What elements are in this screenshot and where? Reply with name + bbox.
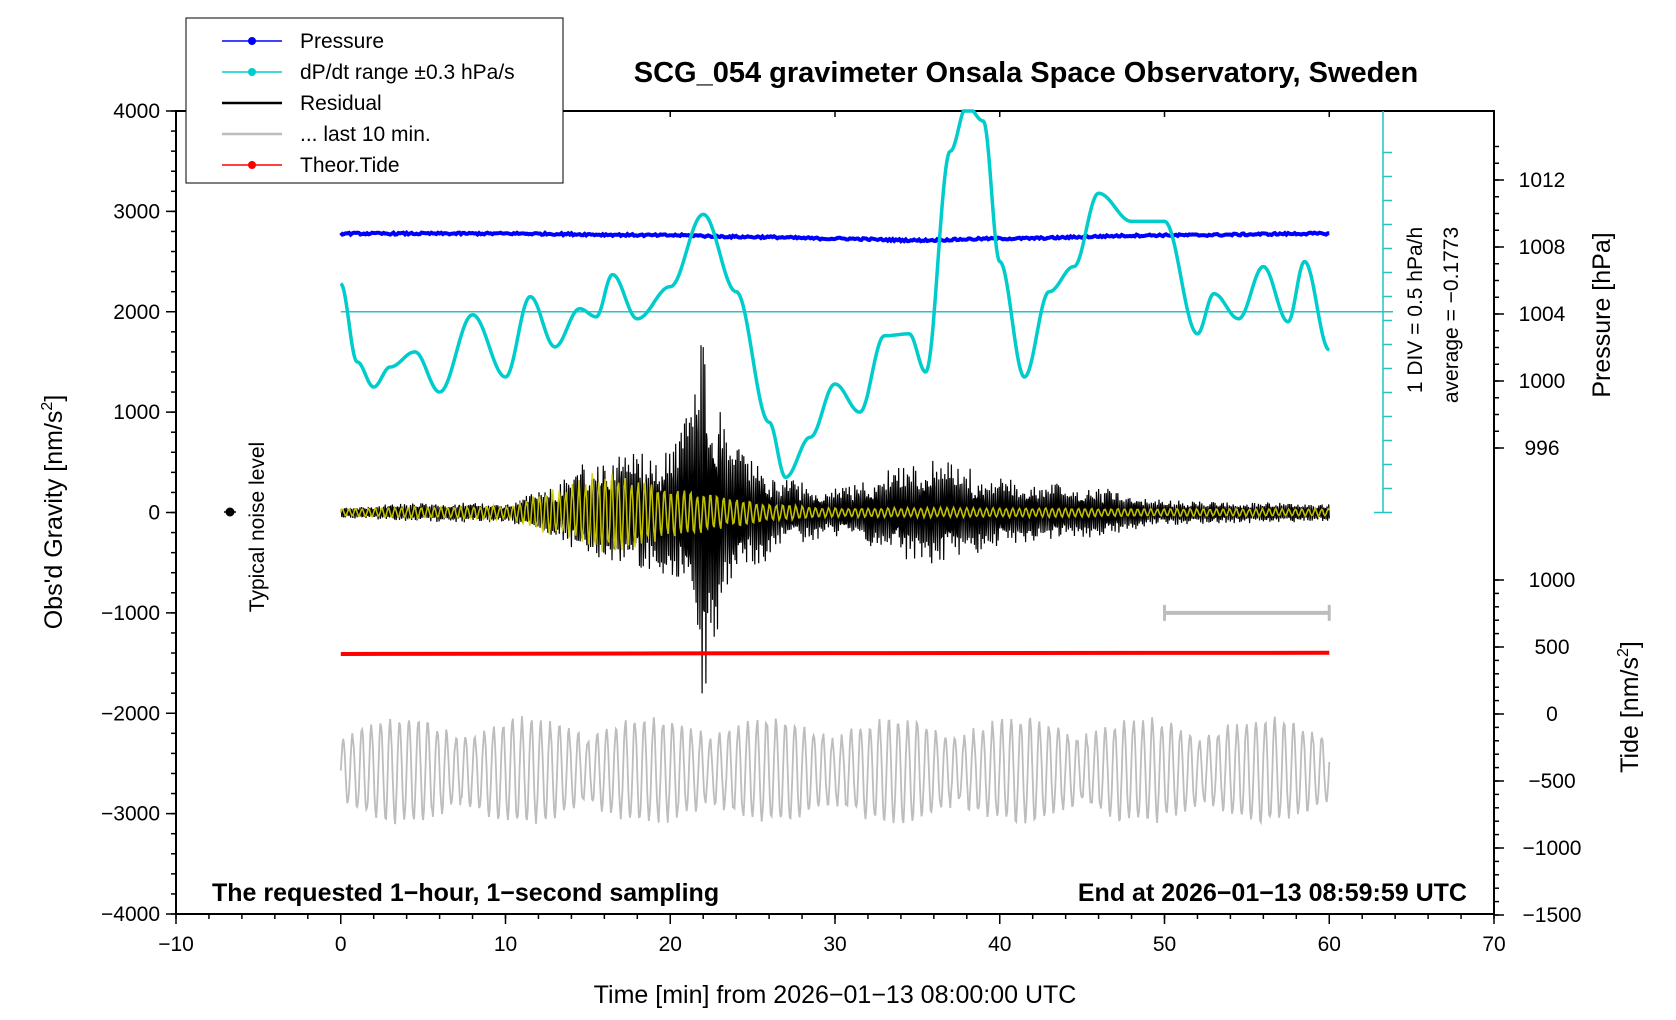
tide-axis-ticks: −1500 −1000 −500 0 500 1000 (1494, 569, 1581, 927)
y-axis-title-left-end: ] (40, 395, 68, 402)
y-axis-title-left: Obs'd Gravity [nm/s2] (39, 395, 68, 630)
pressure-tick-label: 1000 (1519, 370, 1566, 393)
y-tick-label: 1000 (113, 401, 160, 424)
y-tick-label: 0 (148, 502, 160, 525)
y-tick-label: −2000 (101, 702, 160, 725)
y-axis-title-tide-end: ] (1616, 641, 1644, 648)
pressure-tick-label: 996 (1524, 437, 1559, 460)
series-layer (339, 109, 1331, 826)
x-tick-label: 0 (335, 933, 347, 956)
legend-box (185, 17, 564, 184)
noise-level-label: Typical noise level (246, 442, 269, 612)
y-axis-title-pressure: Pressure [hPa] (1588, 232, 1616, 397)
pressure-axis-ticks: 996 1000 1004 1008 1012 (1494, 145, 1566, 460)
legend-swatch-marker (248, 68, 256, 76)
x-tick-label: 10 (494, 933, 517, 956)
theoretical-tide-line (340, 650, 1330, 656)
pressure-tick-label: 1004 (1519, 303, 1566, 326)
legend-label: Residual (300, 92, 382, 115)
x-tick-label: 30 (823, 933, 846, 956)
y-tick-label: −1000 (101, 602, 160, 625)
legend-label: Pressure (300, 30, 384, 53)
y-axis-title-tide-text: Tide [nm/s (1616, 657, 1644, 773)
tide-tick-label: −1000 (1523, 837, 1582, 860)
x-tick-label: 70 (1482, 933, 1505, 956)
y-axis-title-left-text: Obs'd Gravity [nm/s (40, 411, 68, 630)
x-tick-label: 60 (1318, 933, 1341, 956)
y-tick-label: 4000 (113, 100, 160, 123)
sampling-note: The requested 1−hour, 1−second sampling (212, 879, 719, 907)
x-tick-label: 20 (659, 933, 682, 956)
legend-items: Pressure dP/dt range ±0.3 hPa/s Residual..… (222, 30, 515, 177)
y-axis-title-tide: Tide [nm/s2] (1615, 641, 1644, 773)
x-tick-label: 50 (1153, 933, 1176, 956)
tide-tick-label: 1000 (1529, 569, 1576, 592)
legend-swatch-marker (248, 161, 256, 169)
y-tick-label: −3000 (101, 803, 160, 826)
legend-label: ... last 10 min. (300, 123, 431, 146)
tide-tick-label: −500 (1528, 770, 1575, 793)
filtered-trace-line (340, 473, 1330, 553)
y-axis-ticks: −4000 −3000 −2000 −1000 0 1000 2000 3000 4000 (101, 100, 176, 926)
y-tick-label: 2000 (113, 301, 160, 324)
tide-tick-label: 0 (1546, 703, 1558, 726)
scale-div-label: 1 DIV = 0.5 hPa/h (1404, 227, 1427, 393)
legend-label: Theor.Tide (300, 154, 400, 177)
tide-tick-label: −1500 (1523, 904, 1582, 927)
end-time-note: End at 2026−01−13 08:59:59 UTC (1078, 879, 1467, 907)
y-axis-title-tide-sup: 2 (1615, 648, 1632, 657)
tide-tick-label: 500 (1534, 636, 1569, 659)
pressure-series-line (339, 229, 1330, 244)
x-tick-label: 40 (988, 933, 1011, 956)
y-tick-label: 3000 (113, 200, 160, 223)
scale-average-label: average = −0.1773 (1440, 227, 1463, 403)
pressure-tick-label: 1012 (1519, 169, 1566, 192)
legend-label: dP/dt range ±0.3 hPa/s (300, 61, 515, 84)
legend-swatch-marker (248, 37, 256, 45)
dpdt-scale-bar (1374, 111, 1392, 514)
y-tick-label: −4000 (101, 903, 160, 926)
last-10-min-series-line (339, 716, 1331, 826)
noise-level-marker (225, 507, 235, 517)
x-tick-label: −10 (158, 933, 194, 956)
x-axis-title: Time [min] from 2026−01−13 08:00:00 UTC (594, 981, 1077, 1009)
pressure-tick-label: 1008 (1519, 236, 1566, 259)
y-axis-title-left-sup: 2 (39, 402, 56, 411)
dpdt-series-line (339, 109, 1330, 480)
chart-title: SCG_054 gravimeter Onsala Space Observat… (634, 57, 1418, 89)
